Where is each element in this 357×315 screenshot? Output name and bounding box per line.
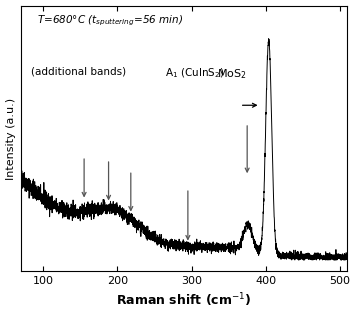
Text: (additional bands): (additional bands)	[31, 67, 126, 77]
Text: MoS$_2$: MoS$_2$	[217, 67, 246, 81]
Text: A$_1$ (CuInS$_2$): A$_1$ (CuInS$_2$)	[165, 67, 224, 80]
Text: $T$=680°C ($t_{\mathit{sputtering}}$=56 min): $T$=680°C ($t_{\mathit{sputtering}}$=56 …	[37, 14, 183, 28]
X-axis label: Raman shift (cm$^{-1}$): Raman shift (cm$^{-1}$)	[116, 292, 252, 309]
Y-axis label: Intensity (a.u.): Intensity (a.u.)	[6, 97, 16, 180]
